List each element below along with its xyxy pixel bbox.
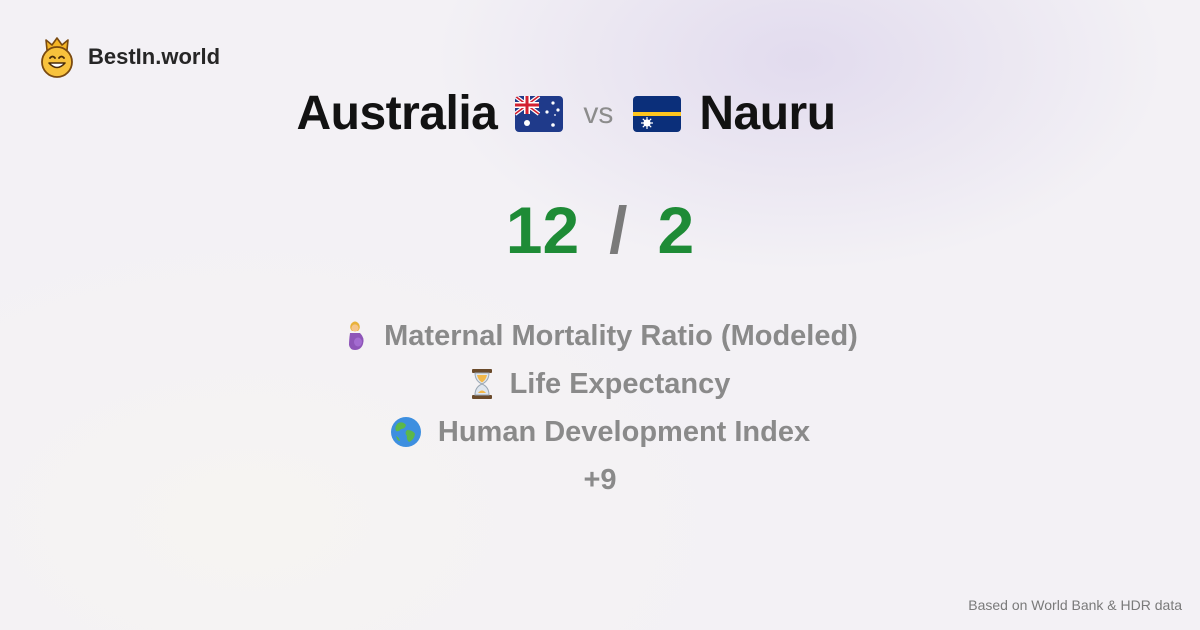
metric-maternal-mortality[interactable]: Maternal Mortality Ratio (Modeled) [342,312,858,360]
brand-name: BestIn.world [88,44,221,69]
more-metrics-count[interactable]: +9 [583,463,617,496]
vs-label: vs [583,96,614,130]
metric-label: Life Expectancy [509,367,731,400]
score-b: 2 [657,193,695,267]
brand-logo[interactable]: BestIn.world [38,36,220,78]
globe-icon [390,417,421,447]
metric-label: Human Development Index [437,415,811,448]
crowned-smiley-icon [41,37,73,78]
data-source-note: Based on World Bank & HDR data [968,597,1182,613]
comparison-title: Australia vs Nauru [0,86,1166,141]
hourglass-icon [471,369,492,399]
score-a: 12 [505,193,580,267]
score: 12 / 2 [0,192,1200,268]
score-separator: / [609,193,628,267]
country-a-name[interactable]: Australia [296,87,498,140]
nauru-flag-icon [633,95,682,132]
metric-label: Maternal Mortality Ratio (Modeled) [384,319,858,352]
australia-flag-icon [515,95,564,132]
metric-life-expectancy[interactable]: Life Expectancy [470,360,731,408]
metric-human-development-index[interactable]: Human Development Index [390,408,810,456]
pregnant-woman-icon [349,321,364,350]
country-b-name[interactable]: Nauru [699,87,836,140]
metrics-list: Maternal Mortality Ratio (Modeled) Life … [0,312,1200,504]
